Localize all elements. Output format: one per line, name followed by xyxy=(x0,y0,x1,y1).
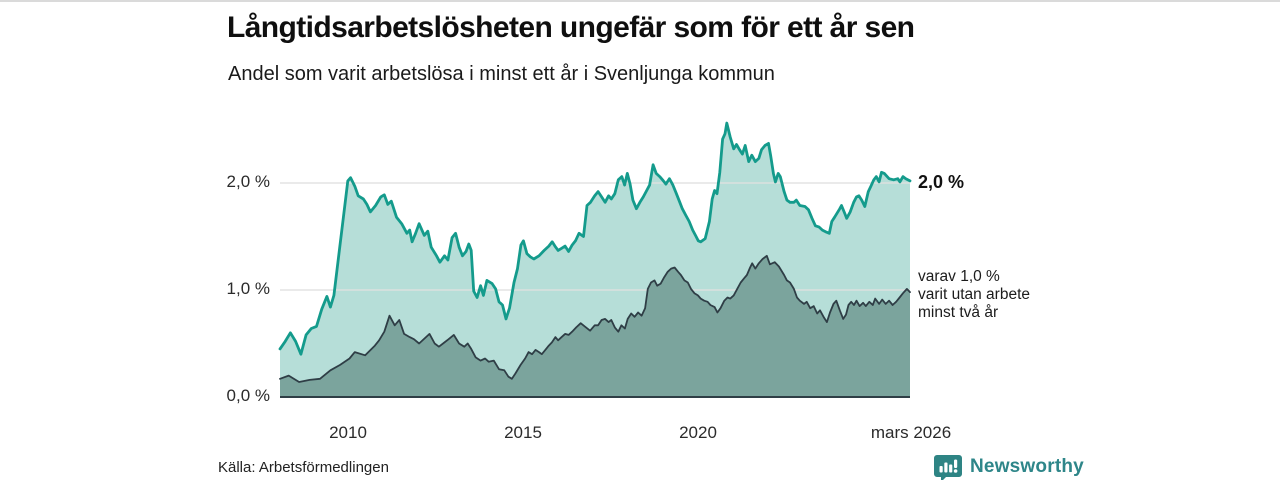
brand-name: Newsworthy xyxy=(970,456,1084,477)
page-subtitle: Andel som varit arbetslösa i minst ett å… xyxy=(228,63,775,85)
newsworthy-logo-icon xyxy=(933,452,963,480)
brand-lockup: Newsworthy xyxy=(933,452,1084,480)
series-end-label-total: 2,0 % xyxy=(918,172,965,192)
y-axis-tick-1: 1,0 % xyxy=(226,279,270,298)
y-axis-tick-0: 0,0 % xyxy=(226,386,270,405)
x-axis-tick-2010: 2010 xyxy=(329,423,367,442)
x-axis-tick-2015: 2015 xyxy=(504,423,542,442)
x-axis-tick-latest: mars 2026 xyxy=(870,423,952,442)
page-title: Långtidsarbetslösheten ungefär som för e… xyxy=(227,11,915,44)
x-axis-tick-2020: 2020 xyxy=(679,423,717,442)
y-axis-tick-2: 2,0 % xyxy=(226,172,270,191)
source-credit: Källa: Arbetsförmedlingen xyxy=(218,459,389,476)
series-end-label-two-year: varav 1,0 % varit utan arbete minst två … xyxy=(918,268,1031,321)
